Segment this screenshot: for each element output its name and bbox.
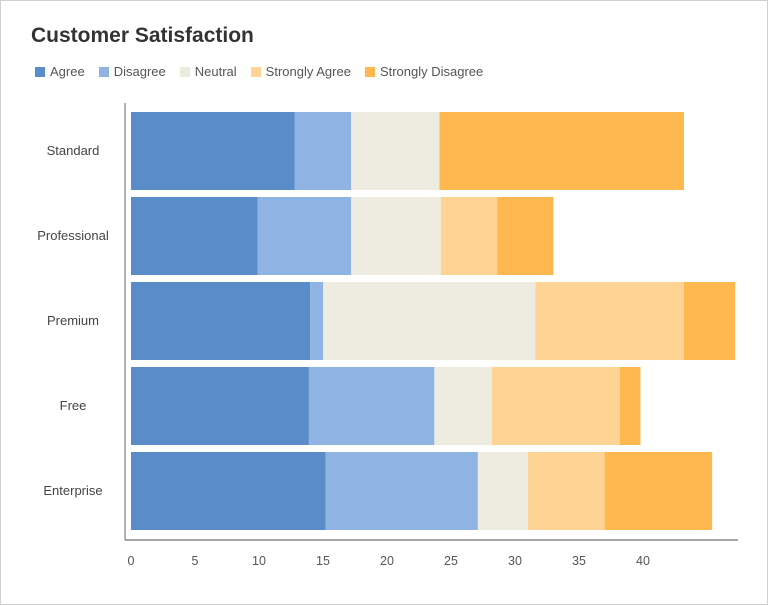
chart-title: Customer Satisfaction — [31, 24, 254, 47]
legend-swatch — [250, 66, 261, 77]
bar-segment — [131, 282, 311, 360]
x-tick-label: 15 — [316, 554, 330, 568]
legend-item: Agree — [35, 64, 85, 79]
bar-segment — [257, 197, 352, 275]
bar-segment — [440, 197, 498, 275]
legend-swatch — [98, 66, 109, 77]
bar-segment — [310, 282, 323, 360]
bar-segment — [131, 452, 326, 530]
legend-label: Strongly Agree — [265, 64, 351, 79]
bar-segment — [477, 452, 528, 530]
bar-segment — [294, 112, 352, 190]
bar-segment — [308, 367, 435, 445]
bar-segment — [683, 282, 736, 360]
legend-label: Neutral — [194, 64, 237, 79]
legend-item: Strongly Disagree — [364, 64, 484, 79]
legend-swatch — [179, 66, 190, 77]
y-category-label: Standard — [47, 143, 100, 158]
legend-item: Neutral — [179, 64, 237, 79]
x-tick-label: 30 — [508, 554, 522, 568]
bar-segment — [497, 197, 554, 275]
bar-segment — [351, 112, 440, 190]
x-tick-label: 10 — [252, 554, 266, 568]
x-tick-label: 25 — [444, 554, 458, 568]
bar-segment — [325, 452, 478, 530]
bar-segment — [351, 197, 441, 275]
bar-segment — [619, 367, 641, 445]
bar-segment — [491, 367, 620, 445]
legend-label: Disagree — [113, 64, 166, 79]
bar-segment — [439, 112, 684, 190]
bar-segment — [323, 282, 536, 360]
bar-segment — [131, 112, 295, 190]
y-category-label: Professional — [37, 228, 109, 243]
bar-segment — [604, 452, 713, 530]
x-tick-label: 5 — [192, 554, 199, 568]
x-tick-label: 35 — [572, 554, 586, 568]
legend-label: Strongly Disagree — [379, 64, 484, 79]
legend-swatch — [364, 66, 375, 77]
y-category-label: Premium — [47, 313, 99, 328]
x-tick-label: 0 — [128, 554, 135, 568]
y-category-label: Free — [60, 398, 87, 413]
legend-item: Disagree — [98, 64, 166, 79]
legend: Agree Disagree Neutral Strongly Agree Strong… — [35, 64, 483, 79]
bar-segment — [131, 197, 258, 275]
bar-segment — [434, 367, 492, 445]
legend-item: Strongly Agree — [250, 64, 351, 79]
y-category-label: Enterprise — [43, 483, 102, 498]
legend-label: Agree — [50, 64, 85, 79]
x-tick-label: 40 — [636, 554, 650, 568]
legend-swatch — [35, 66, 45, 77]
bar-segment — [131, 367, 309, 445]
x-tick-label: 20 — [380, 554, 394, 568]
bar-segment — [535, 282, 684, 360]
bar-segment — [527, 452, 605, 530]
